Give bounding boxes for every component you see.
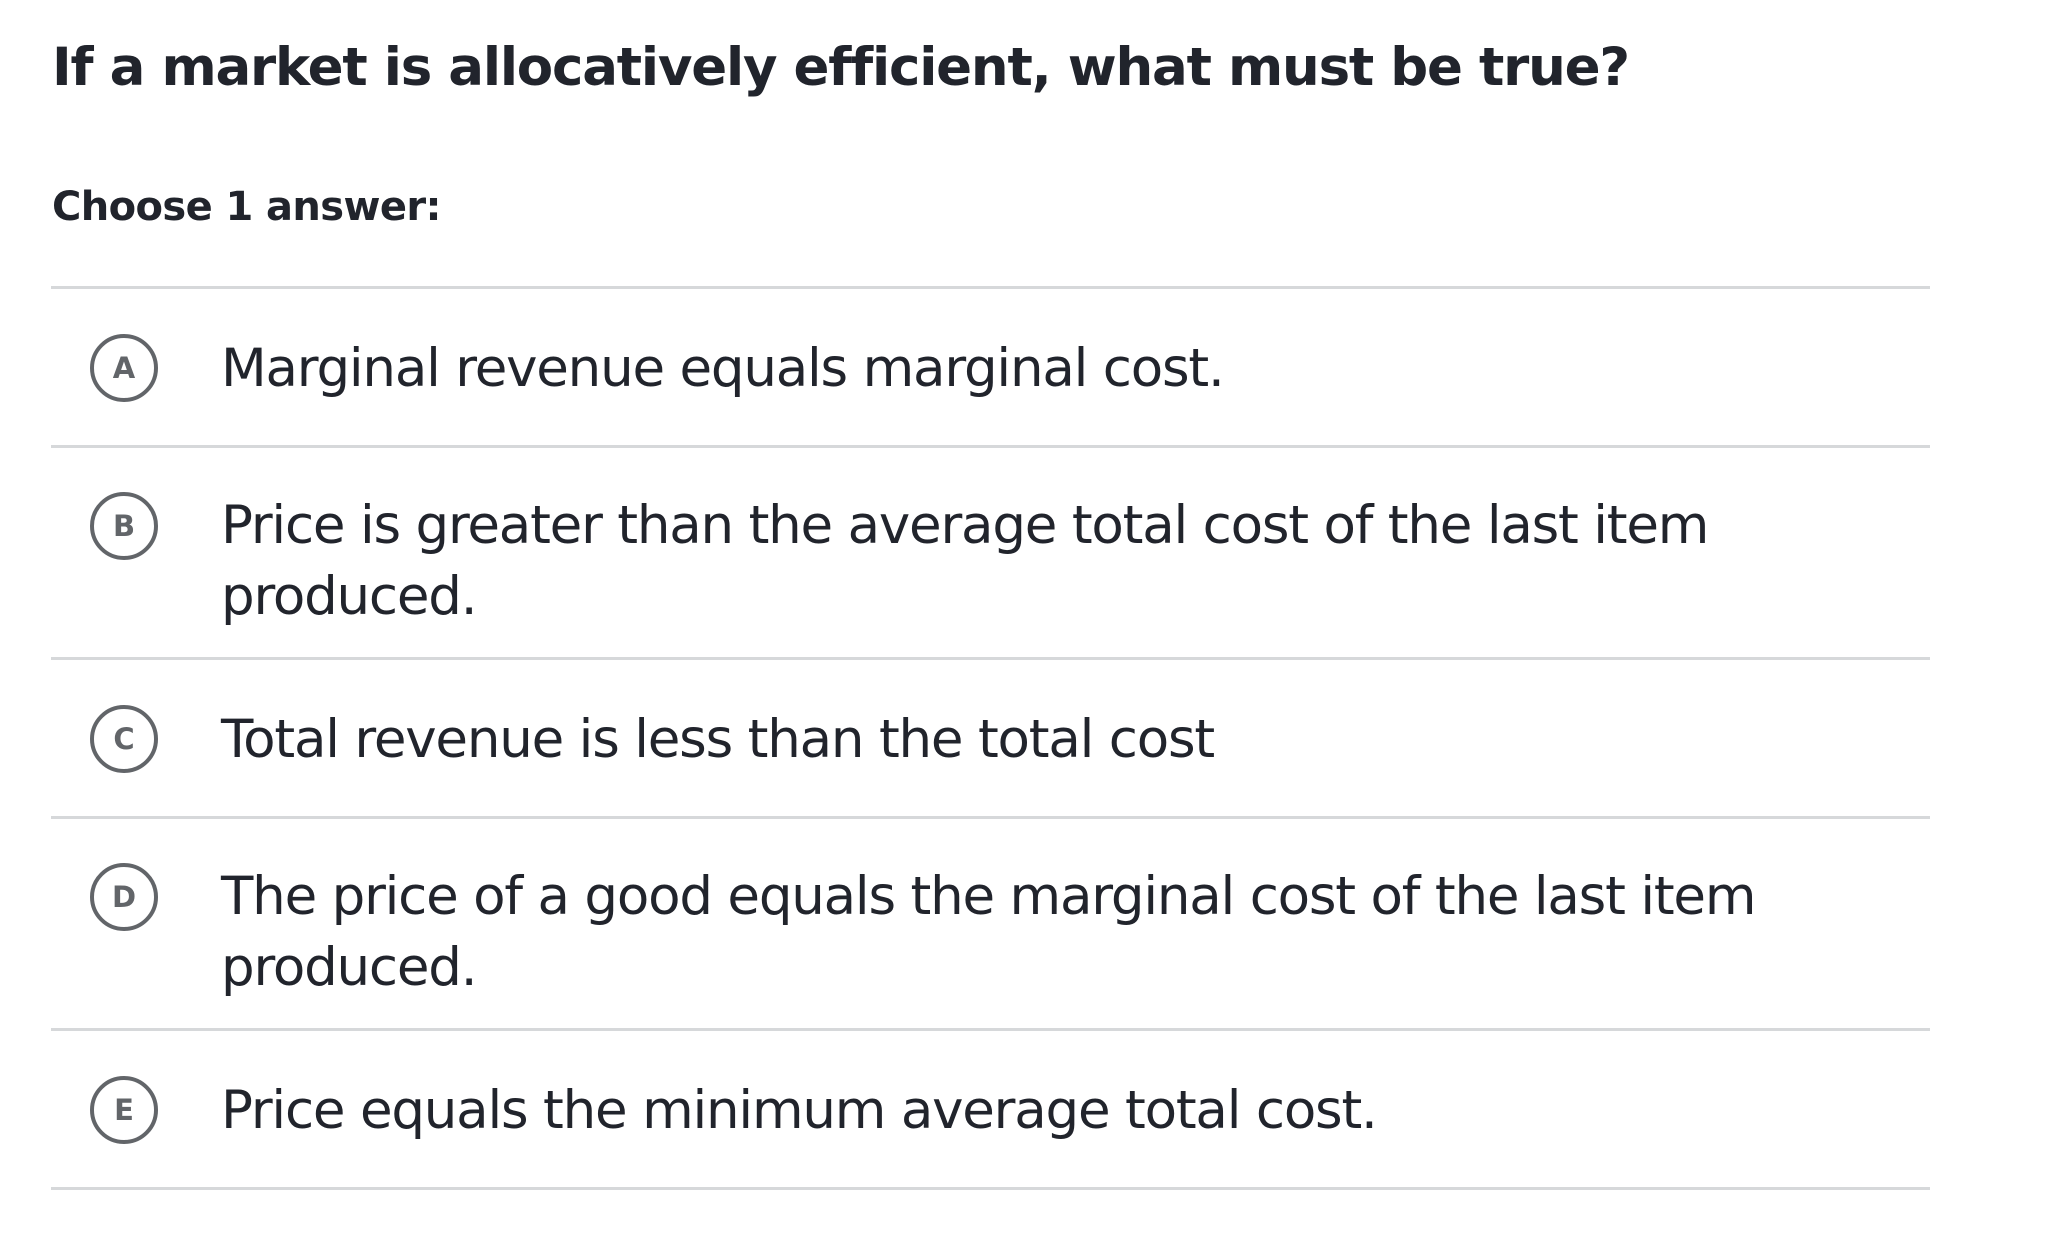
answer-choices-list: A Marginal revenue equals marginal cost.… xyxy=(51,286,1930,1190)
choice-c[interactable]: C Total revenue is less than the total c… xyxy=(51,660,1930,819)
choice-a-label: Marginal revenue equals marginal cost. xyxy=(221,338,1225,399)
instruction-label: Choose 1 answer: xyxy=(52,184,442,230)
choice-c-radio[interactable]: C xyxy=(90,705,158,773)
choice-e-radio[interactable]: E xyxy=(90,1076,158,1144)
choice-b[interactable]: B Price is greater than the average tota… xyxy=(51,448,1930,660)
choice-e[interactable]: E Price equals the minimum average total… xyxy=(51,1031,1930,1190)
choice-b-label: Price is greater than the average total … xyxy=(221,495,1709,627)
choice-d-radio[interactable]: D xyxy=(90,863,158,931)
choice-c-label: Total revenue is less than the total cos… xyxy=(221,709,1215,770)
choice-a[interactable]: A Marginal revenue equals marginal cost. xyxy=(51,289,1930,448)
choice-b-radio[interactable]: B xyxy=(90,492,158,560)
choice-a-radio[interactable]: A xyxy=(90,334,158,402)
question-text: If a market is allocatively efficient, w… xyxy=(52,37,1630,98)
choice-d-label: The price of a good equals the marginal … xyxy=(221,866,1756,998)
choice-d[interactable]: D The price of a good equals the margina… xyxy=(51,819,1930,1031)
choice-e-label: Price equals the minimum average total c… xyxy=(221,1080,1378,1141)
